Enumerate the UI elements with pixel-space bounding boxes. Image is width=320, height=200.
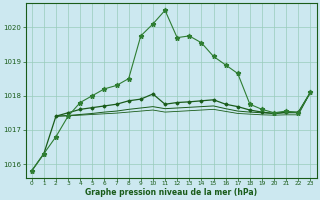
X-axis label: Graphe pression niveau de la mer (hPa): Graphe pression niveau de la mer (hPa) (85, 188, 257, 197)
